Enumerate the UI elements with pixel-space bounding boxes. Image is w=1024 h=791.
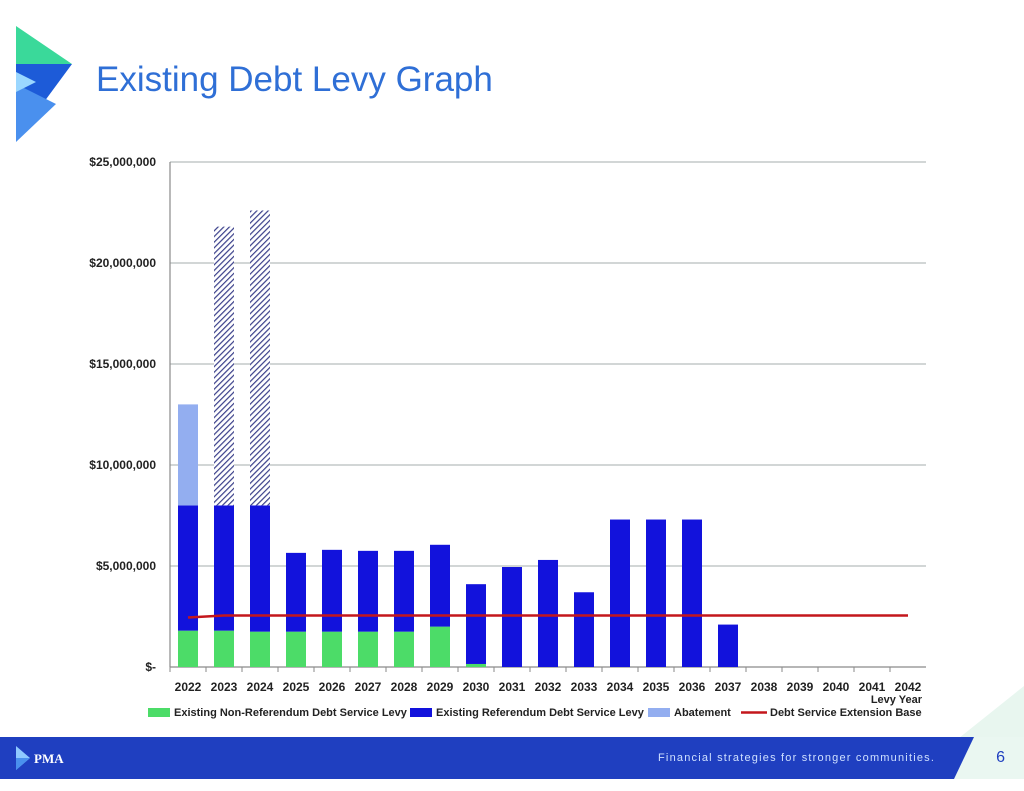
x-tick-label: 2022 bbox=[175, 680, 202, 694]
chart-legend: Existing Non-Referendum Debt Service Lev… bbox=[148, 707, 922, 719]
bar-referendum bbox=[718, 624, 738, 667]
bar-referendum bbox=[178, 505, 198, 631]
bar-non-referendum bbox=[250, 631, 270, 667]
corner-decoration-icon bbox=[949, 686, 1024, 746]
bar-referendum bbox=[250, 505, 270, 632]
y-tick-label: $- bbox=[145, 660, 156, 674]
x-tick-label: 2026 bbox=[319, 680, 346, 694]
y-tick-label: $5,000,000 bbox=[96, 559, 156, 573]
bar-non-referendum bbox=[214, 630, 234, 667]
bar-non-referendum bbox=[466, 663, 486, 667]
x-tick-label: 2041 bbox=[859, 680, 886, 694]
x-tick-label: 2042 bbox=[895, 680, 922, 694]
x-tick-label: 2038 bbox=[751, 680, 778, 694]
bar-referendum bbox=[322, 549, 342, 632]
bar-referendum bbox=[214, 505, 234, 631]
y-tick-label: $20,000,000 bbox=[89, 256, 156, 270]
x-tick-label: 2028 bbox=[391, 680, 418, 694]
line-debt-service-extension-base bbox=[187, 614, 908, 619]
x-tick-label: 2023 bbox=[211, 680, 238, 694]
legend-label: Debt Service Extension Base bbox=[770, 707, 922, 719]
page-number-badge bbox=[954, 737, 1024, 779]
bar-non-referendum bbox=[178, 630, 198, 667]
x-tick-label: 2032 bbox=[535, 680, 562, 694]
bar-non-referendum bbox=[322, 631, 342, 667]
legend-swatch bbox=[410, 708, 432, 717]
bar-non-referendum bbox=[358, 631, 378, 667]
bar-referendum bbox=[538, 559, 558, 667]
page-title: Existing Debt Levy Graph bbox=[96, 60, 493, 99]
chart-bars bbox=[178, 210, 738, 667]
y-tick-label: $10,000,000 bbox=[89, 458, 156, 472]
bar-referendum bbox=[394, 550, 414, 632]
footer-tagline: Financial strategies for stronger commun… bbox=[658, 752, 936, 764]
bar-referendum bbox=[286, 552, 306, 632]
x-tick-label: 2039 bbox=[787, 680, 814, 694]
bar-hatched bbox=[214, 226, 234, 506]
y-tick-label: $25,000,000 bbox=[89, 155, 156, 169]
page-number: 6 bbox=[996, 749, 1005, 766]
bar-non-referendum bbox=[286, 631, 306, 667]
x-tick-label: 2027 bbox=[355, 680, 382, 694]
x-axis-title: Levy Year bbox=[871, 694, 923, 706]
x-tick-label: 2031 bbox=[499, 680, 526, 694]
chart-lines bbox=[187, 614, 908, 619]
bar-referendum bbox=[682, 519, 702, 667]
bar-referendum bbox=[574, 592, 594, 667]
legend-label: Abatement bbox=[674, 707, 731, 719]
bar-referendum bbox=[646, 519, 666, 667]
x-axis-ticks: 2022 2023 2024 2025 2026 2027 2028 2029 2030 2031… bbox=[175, 680, 922, 694]
bar-referendum bbox=[430, 544, 450, 627]
x-tick-label: 2036 bbox=[679, 680, 706, 694]
footer-bar: PMA Financial strategies for stronger co… bbox=[0, 737, 1024, 779]
bar-hatched bbox=[250, 210, 270, 506]
x-tick-label: 2033 bbox=[571, 680, 598, 694]
bar-non-referendum bbox=[430, 626, 450, 667]
x-tick-label: 2024 bbox=[247, 680, 274, 694]
legend-swatch bbox=[648, 708, 670, 717]
bar-referendum bbox=[502, 567, 522, 667]
y-tick-label: $15,000,000 bbox=[89, 357, 156, 371]
bar-non-referendum bbox=[394, 631, 414, 667]
y-axis-ticks: $- $5,000,000 $10,000,000 $15,000,000 $20,00… bbox=[89, 155, 156, 674]
x-tick-label: 2035 bbox=[643, 680, 670, 694]
bar-referendum bbox=[610, 519, 630, 667]
bar-abatement bbox=[178, 404, 198, 506]
levy-chart: $- $5,000,000 $10,000,000 $15,000,000 $20,00… bbox=[89, 155, 926, 719]
x-tick-label: 2025 bbox=[283, 680, 310, 694]
pma-logo-mark-icon bbox=[16, 26, 72, 142]
x-tick-label: 2030 bbox=[463, 680, 490, 694]
bar-referendum bbox=[358, 550, 378, 632]
x-tick-label: 2037 bbox=[715, 680, 742, 694]
x-tick-label: 2040 bbox=[823, 680, 850, 694]
footer-logo-text: PMA bbox=[34, 751, 64, 766]
legend-label: Existing Non-Referendum Debt Service Lev… bbox=[174, 707, 408, 719]
x-tick-label: 2029 bbox=[427, 680, 454, 694]
legend-label: Existing Referendum Debt Service Levy bbox=[436, 707, 645, 719]
bar-referendum bbox=[466, 584, 486, 664]
legend-swatch bbox=[148, 708, 170, 717]
x-tick-label: 2034 bbox=[607, 680, 634, 694]
pma-footer-logo-icon bbox=[16, 746, 30, 770]
